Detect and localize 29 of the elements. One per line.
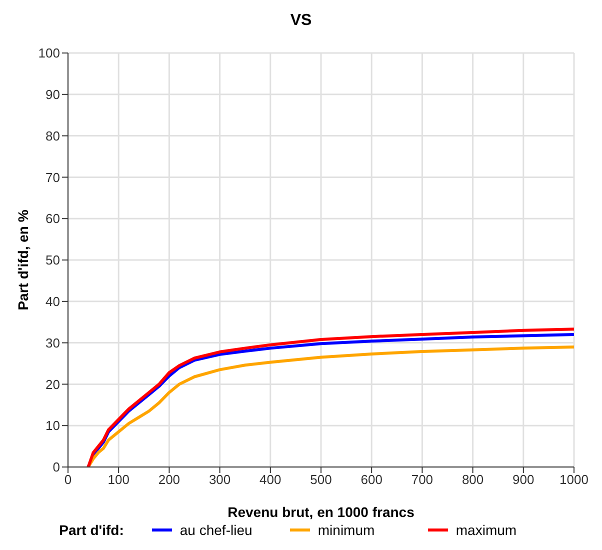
legend-title: Part d'ifd: bbox=[59, 522, 124, 538]
x-axis-title: Revenu brut, en 1000 francs bbox=[228, 504, 415, 520]
x-tick-label: 0 bbox=[64, 472, 72, 488]
y-tick-label: 50 bbox=[46, 252, 60, 268]
x-tick-label: 1000 bbox=[560, 472, 588, 488]
legend-label: au chef-lieu bbox=[180, 522, 252, 538]
legend-label: minimum bbox=[318, 522, 375, 538]
x-tick-label: 700 bbox=[411, 472, 434, 488]
y-tick-label: 60 bbox=[46, 211, 60, 226]
y-tick-label: 10 bbox=[46, 418, 60, 434]
x-tick-label: 800 bbox=[462, 472, 484, 488]
x-tick-label: 300 bbox=[208, 472, 231, 488]
y-tick-label: 30 bbox=[46, 335, 60, 350]
x-tick-label: 900 bbox=[512, 472, 534, 488]
y-tick-label: 80 bbox=[46, 128, 60, 144]
x-tick-label: 200 bbox=[158, 472, 180, 488]
y-tick-label: 0 bbox=[52, 460, 60, 475]
x-tick-label: 400 bbox=[260, 472, 282, 488]
x-tick-label: 100 bbox=[108, 472, 130, 488]
y-tick-label: 90 bbox=[46, 87, 60, 102]
y-tick-label: 70 bbox=[46, 170, 60, 185]
y-tick-label: 40 bbox=[46, 294, 60, 310]
x-tick-label: 500 bbox=[310, 472, 332, 488]
y-tick-label: 100 bbox=[38, 46, 60, 61]
y-tick-label: 20 bbox=[46, 376, 60, 392]
x-tick-label: 600 bbox=[360, 472, 382, 488]
chart-title: VS bbox=[289, 11, 313, 31]
y-axis-title: Part d'ifd, en % bbox=[14, 209, 31, 310]
legend-label: maximum bbox=[456, 522, 517, 538]
